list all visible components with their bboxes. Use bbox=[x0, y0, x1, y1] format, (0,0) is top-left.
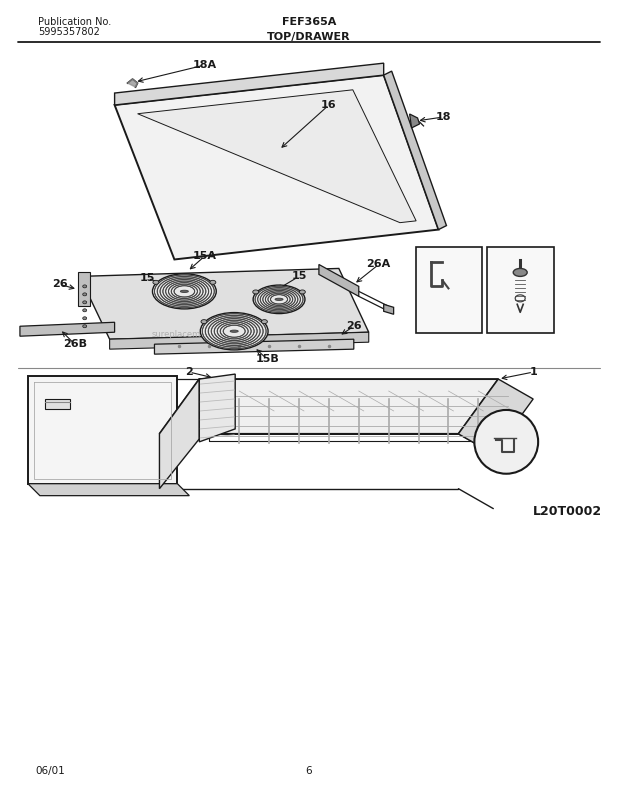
Ellipse shape bbox=[153, 280, 159, 284]
Text: 16: 16 bbox=[321, 100, 337, 110]
Ellipse shape bbox=[262, 320, 267, 324]
Text: 26: 26 bbox=[346, 322, 361, 331]
Ellipse shape bbox=[82, 317, 87, 320]
Text: 52: 52 bbox=[428, 252, 443, 261]
Text: 15B: 15B bbox=[255, 354, 279, 364]
Text: Publication No.: Publication No. bbox=[38, 17, 111, 27]
Polygon shape bbox=[319, 264, 359, 296]
Polygon shape bbox=[115, 75, 438, 260]
FancyBboxPatch shape bbox=[487, 246, 554, 333]
Text: 88: 88 bbox=[513, 252, 528, 261]
Circle shape bbox=[474, 410, 538, 474]
Polygon shape bbox=[384, 304, 394, 314]
Ellipse shape bbox=[82, 309, 87, 312]
Ellipse shape bbox=[253, 290, 259, 294]
Polygon shape bbox=[20, 322, 115, 336]
Text: 26A: 26A bbox=[366, 260, 391, 269]
Ellipse shape bbox=[253, 285, 305, 314]
Ellipse shape bbox=[153, 274, 216, 309]
Text: sureplacementparts.com: sureplacementparts.com bbox=[152, 330, 257, 339]
Polygon shape bbox=[110, 332, 369, 349]
Text: FEF365A: FEF365A bbox=[281, 17, 336, 27]
Ellipse shape bbox=[82, 293, 87, 296]
Text: 2: 2 bbox=[185, 367, 193, 377]
Ellipse shape bbox=[180, 291, 188, 292]
Polygon shape bbox=[115, 64, 384, 105]
Text: 7: 7 bbox=[502, 453, 510, 463]
Ellipse shape bbox=[82, 285, 87, 288]
Text: 15A: 15A bbox=[192, 252, 216, 261]
Text: 5995357802: 5995357802 bbox=[38, 27, 100, 37]
Polygon shape bbox=[80, 268, 369, 339]
Text: L20T0002: L20T0002 bbox=[533, 505, 602, 518]
Ellipse shape bbox=[230, 330, 238, 333]
Ellipse shape bbox=[299, 290, 305, 294]
Text: 15: 15 bbox=[140, 273, 155, 283]
Polygon shape bbox=[159, 379, 199, 488]
FancyBboxPatch shape bbox=[415, 246, 482, 333]
Text: 18A: 18A bbox=[192, 60, 216, 70]
Ellipse shape bbox=[201, 320, 207, 324]
Ellipse shape bbox=[513, 268, 527, 276]
Polygon shape bbox=[28, 484, 189, 495]
Text: 4: 4 bbox=[91, 484, 99, 494]
Polygon shape bbox=[199, 374, 235, 441]
Polygon shape bbox=[138, 90, 416, 222]
Polygon shape bbox=[128, 79, 138, 87]
Polygon shape bbox=[45, 399, 70, 409]
Polygon shape bbox=[410, 114, 420, 128]
Text: 6: 6 bbox=[306, 765, 312, 776]
Polygon shape bbox=[159, 379, 498, 434]
Text: 26: 26 bbox=[52, 279, 68, 289]
Text: 18: 18 bbox=[436, 112, 451, 122]
Polygon shape bbox=[384, 71, 446, 229]
Ellipse shape bbox=[210, 280, 216, 284]
Text: TOP/DRAWER: TOP/DRAWER bbox=[267, 33, 351, 42]
Text: 1: 1 bbox=[529, 367, 537, 377]
Text: 06/01: 06/01 bbox=[35, 765, 64, 776]
Polygon shape bbox=[154, 339, 354, 354]
Ellipse shape bbox=[82, 325, 87, 328]
Text: 15: 15 bbox=[291, 272, 307, 281]
Polygon shape bbox=[28, 376, 177, 484]
Polygon shape bbox=[458, 379, 533, 454]
Ellipse shape bbox=[275, 299, 283, 300]
Polygon shape bbox=[78, 272, 90, 306]
Ellipse shape bbox=[82, 301, 87, 304]
Text: 26B: 26B bbox=[63, 339, 87, 349]
Ellipse shape bbox=[200, 313, 268, 350]
